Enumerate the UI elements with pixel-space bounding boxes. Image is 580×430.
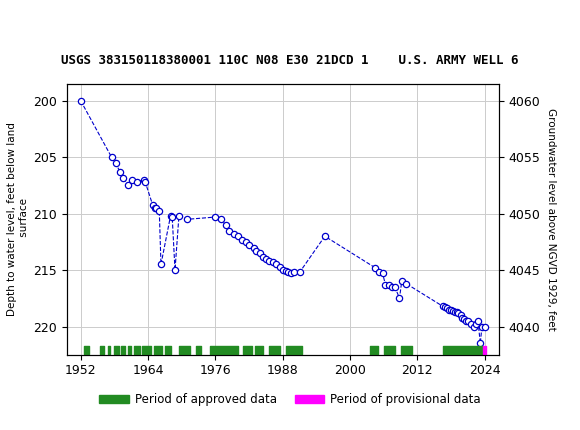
Y-axis label: Groundwater level above NGVD 1929, feet: Groundwater level above NGVD 1929, feet (546, 108, 556, 331)
Text: ≡USGS: ≡USGS (9, 9, 79, 27)
Y-axis label: Depth to water level, feet below land
 surface: Depth to water level, feet below land su… (8, 123, 29, 316)
Legend: Period of approved data, Period of provisional data: Period of approved data, Period of provi… (95, 389, 485, 411)
Text: USGS 383150118380001 110C N08 E30 21DCD 1    U.S. ARMY WELL 6: USGS 383150118380001 110C N08 E30 21DCD … (61, 54, 519, 67)
